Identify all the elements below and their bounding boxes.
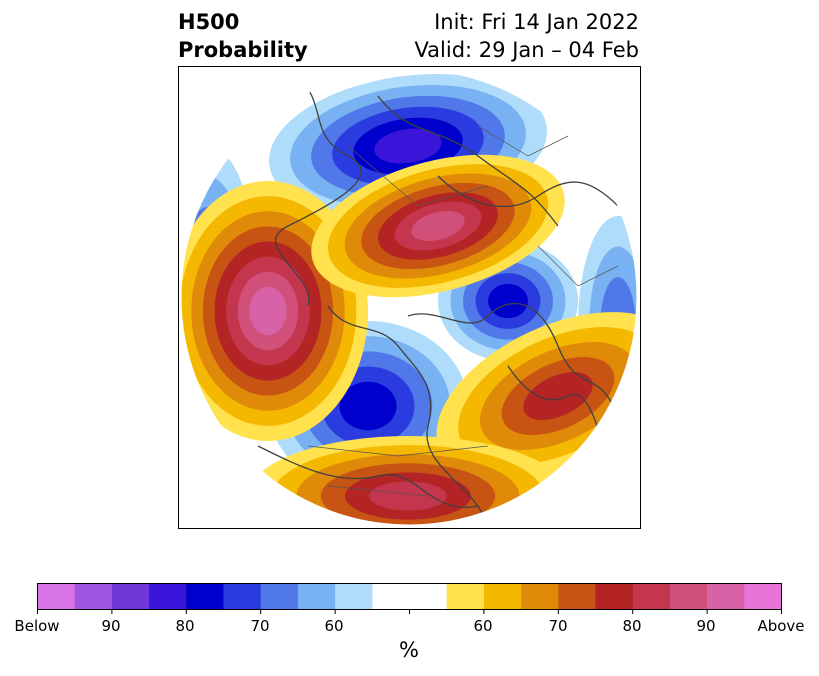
- colorbar-label-below-90: 90: [101, 617, 121, 635]
- coastline-north-america-west: [274, 75, 362, 307]
- coastlines: [257, 75, 619, 525]
- colorbar-cell: [297, 583, 336, 610]
- border-line: [327, 485, 429, 497]
- colorbar-cell: [744, 583, 782, 610]
- colorbar-label-below-80: 80: [175, 617, 195, 635]
- colorbar-cell: [409, 583, 447, 610]
- polar-map: [178, 66, 641, 529]
- colorbar-cell: [558, 583, 596, 610]
- below-normal-contour: [339, 381, 397, 431]
- below-normal-contour: [374, 128, 442, 164]
- border-line: [307, 445, 489, 457]
- coastline-gulf: [257, 445, 479, 508]
- border-line: [347, 145, 489, 207]
- map-disc-edge: [180, 68, 638, 526]
- colorbar-cells: [37, 583, 782, 610]
- valid-range: Valid: 29 Jan – 04 Feb: [414, 38, 639, 62]
- colorbar-cell: [186, 583, 224, 610]
- colorbar-label-below-60: 60: [324, 617, 344, 635]
- colorbar-cell: [223, 583, 261, 610]
- title-right: Init: Fri 14 Jan 2022 Valid: 29 Jan – 04…: [414, 8, 639, 64]
- variable-title: H500: [178, 10, 240, 34]
- colorbar-cell: [595, 583, 633, 610]
- colorbar-cell: [446, 583, 485, 610]
- coastline-north-america-east: [327, 305, 489, 525]
- border-line: [477, 125, 569, 157]
- border-line: [537, 245, 619, 287]
- above-normal-contour: [411, 211, 465, 241]
- colorbar: [37, 583, 782, 614]
- colorbar-label-above: Above: [757, 617, 805, 635]
- borders: [307, 125, 619, 497]
- colorbar-unit: %: [399, 638, 419, 662]
- colorbar-cell: [707, 583, 745, 610]
- colorbar-label-above-70: 70: [548, 617, 568, 635]
- colorbar-cell: [149, 583, 187, 610]
- above-normal-contour: [523, 372, 593, 420]
- colorbar-cell: [74, 583, 113, 610]
- colorbar-cell: [669, 583, 708, 610]
- coastline-eurasia: [407, 302, 619, 417]
- colorbar-ticks: [37, 609, 782, 614]
- coastline-greenland: [437, 175, 619, 208]
- title-left: H500 Probability: [178, 8, 308, 64]
- colorbar-cell: [483, 583, 522, 610]
- colorbar-cell: [335, 583, 373, 610]
- colorbar-cell: [372, 583, 410, 610]
- product-title: Probability: [178, 38, 308, 62]
- colorbar-cell: [37, 583, 75, 610]
- colorbar-cell: [632, 583, 671, 610]
- above-normal-contour: [369, 481, 447, 511]
- colorbar-label-below-70: 70: [250, 617, 270, 635]
- colorbar-cell: [260, 583, 299, 610]
- colorbar-label-below: Below: [14, 617, 60, 635]
- above-normal-contour: [249, 286, 287, 336]
- colorbar-label-above-80: 80: [622, 617, 642, 635]
- colorbar-cell: [111, 583, 150, 610]
- below-normal-contour: [488, 283, 528, 319]
- colorbar-cell: [521, 583, 559, 610]
- colorbar-label-above-90: 90: [696, 617, 716, 635]
- init-date: Init: Fri 14 Jan 2022: [434, 10, 639, 34]
- colorbar-label-above-60: 60: [473, 617, 493, 635]
